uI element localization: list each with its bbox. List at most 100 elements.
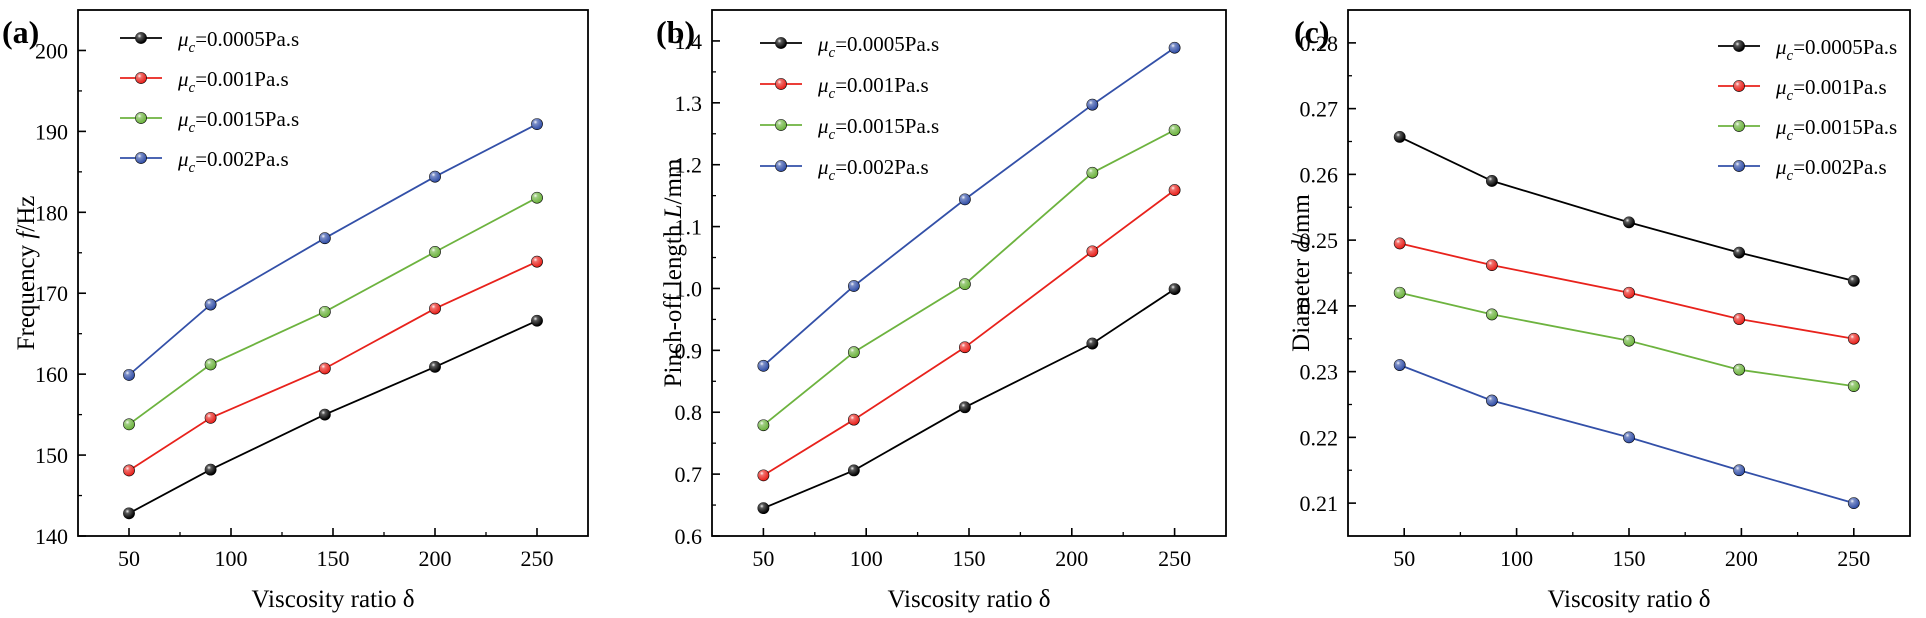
series-line — [763, 288, 1176, 510]
series-4 — [1393, 359, 1860, 510]
data-point-highlight — [959, 341, 971, 353]
y-tick-label: 160 — [35, 362, 68, 387]
panel-letter: (b) — [656, 14, 695, 50]
data-point-highlight — [1848, 497, 1860, 509]
series-line — [128, 319, 538, 515]
legend-marker-highlight — [135, 152, 147, 164]
x-tick-label: 200 — [1055, 546, 1088, 571]
y-tick-label: 0.22 — [1300, 425, 1339, 450]
data-point-highlight — [429, 303, 441, 315]
legend-entry: μc=0.0005Pa.s — [760, 32, 939, 61]
data-point-highlight — [1086, 337, 1098, 350]
x-tick-label: 200 — [419, 546, 452, 571]
data-point-highlight — [848, 280, 860, 292]
y-tick-label: 190 — [35, 119, 68, 144]
legend-marker-highlight — [1733, 120, 1745, 132]
y-tick-label: 180 — [35, 200, 68, 225]
x-tick-label: 50 — [1393, 546, 1415, 571]
y-tick-label: 0.25 — [1300, 228, 1339, 253]
legend-entry: μc=0.001Pa.s — [760, 73, 929, 102]
legend-marker-highlight — [775, 119, 787, 131]
y-tick-label: 1.4 — [675, 29, 703, 54]
x-tick-label: 200 — [1725, 546, 1758, 571]
data-point-highlight — [1733, 313, 1745, 325]
legend-label: μc=0.002Pa.s — [177, 147, 289, 176]
x-tick-label: 150 — [1613, 546, 1646, 571]
data-point-highlight — [205, 464, 217, 476]
series-3 — [1393, 286, 1860, 392]
data-point-highlight — [531, 315, 543, 327]
legend-entry: μc=0.002Pa.s — [760, 155, 929, 184]
data-point-highlight — [1623, 335, 1635, 347]
data-point-highlight — [319, 409, 331, 421]
data-point-highlight — [205, 298, 217, 311]
data-point-highlight — [1623, 216, 1635, 228]
series-1 — [1393, 130, 1860, 287]
legend-marker-highlight — [135, 32, 147, 44]
legend-label: μc=0.001Pa.s — [1775, 75, 1887, 104]
data-point-highlight — [1623, 431, 1635, 443]
x-tick-label: 150 — [953, 546, 986, 571]
x-tick-label: 50 — [118, 546, 140, 571]
data-point-highlight — [531, 192, 543, 204]
y-axis-title: Frequency f/Hz — [13, 196, 40, 351]
y-tick-label: 0.24 — [1300, 294, 1339, 319]
legend-label: μc=0.0005Pa.s — [1775, 35, 1897, 64]
series-line — [762, 189, 1176, 477]
data-point-highlight — [205, 412, 217, 424]
data-point-highlight — [1169, 42, 1181, 54]
y-tick-label: 1.3 — [675, 91, 703, 116]
data-point-highlight — [123, 507, 135, 519]
series-1 — [123, 314, 543, 520]
y-tick-label: 170 — [35, 281, 68, 306]
legend-label: μc=0.0005Pa.s — [177, 27, 299, 56]
legend-entry: μc=0.002Pa.s — [1718, 155, 1887, 184]
y-tick-label: 0.23 — [1300, 360, 1339, 385]
data-point-highlight — [1394, 131, 1406, 143]
data-point-highlight — [205, 358, 217, 371]
data-point-highlight — [319, 306, 331, 318]
legend-entry: μc=0.001Pa.s — [120, 67, 289, 96]
series-line — [128, 260, 538, 472]
y-axis-title: Diameter d/mm — [1288, 194, 1315, 352]
data-point-highlight — [848, 464, 860, 477]
data-point-highlight — [1848, 275, 1860, 287]
legend-marker-highlight — [775, 160, 787, 172]
legend-marker-highlight — [135, 112, 147, 124]
y-tick-label: 1.2 — [675, 153, 703, 178]
legend-label: μc=0.0015Pa.s — [1775, 115, 1897, 144]
data-point-highlight — [123, 464, 135, 477]
data-point-highlight — [1394, 237, 1406, 250]
data-point-highlight — [1486, 394, 1498, 407]
y-tick-label: 140 — [35, 524, 68, 549]
legend-entry: μc=0.0015Pa.s — [1718, 115, 1897, 144]
data-point-highlight — [319, 362, 331, 375]
panel-letter: (c) — [1294, 14, 1330, 50]
legend-label: μc=0.001Pa.s — [817, 73, 929, 102]
legend-marker-highlight — [1733, 40, 1745, 52]
series-3 — [123, 191, 543, 431]
series-3 — [757, 124, 1181, 432]
series-2 — [123, 255, 543, 477]
data-point-highlight — [531, 256, 543, 268]
panel-letter: (a) — [2, 14, 39, 50]
data-point-highlight — [1733, 464, 1745, 476]
data-point-highlight — [959, 193, 971, 205]
data-point-highlight — [1486, 308, 1498, 321]
legend-label: μc=0.0015Pa.s — [177, 107, 299, 136]
y-tick-label: 1.0 — [675, 276, 703, 301]
x-tick-label: 250 — [1158, 546, 1191, 571]
data-point-highlight — [1848, 380, 1860, 392]
legend-label: μc=0.0015Pa.s — [817, 114, 939, 143]
plot-frame — [711, 9, 1227, 537]
legend-label: μc=0.002Pa.s — [817, 155, 929, 184]
y-tick-label: 0.21 — [1300, 491, 1339, 516]
data-point-highlight — [757, 469, 770, 481]
x-axis-title: Viscosity ratio δ — [887, 586, 1050, 613]
data-point-highlight — [848, 414, 860, 426]
y-tick-label: 0.9 — [675, 338, 703, 363]
y-tick-label: 150 — [35, 443, 68, 468]
data-point-highlight — [1848, 333, 1860, 345]
data-point-highlight — [1169, 283, 1181, 295]
